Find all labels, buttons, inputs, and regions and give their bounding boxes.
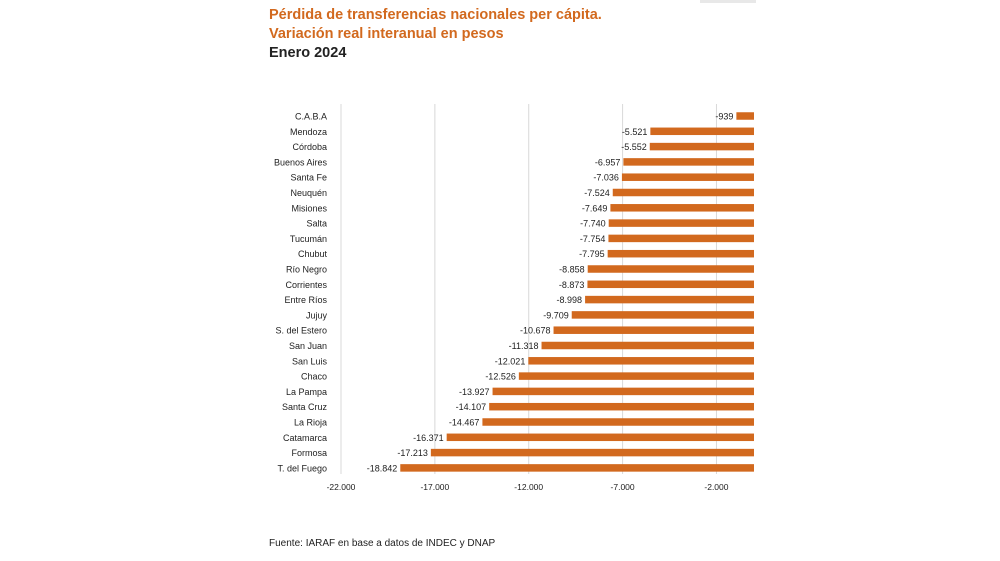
value-label: -16.371	[413, 433, 444, 443]
value-label: -12.526	[485, 372, 516, 382]
x-tick-label: -2.000	[704, 482, 728, 492]
bar	[430, 448, 754, 457]
top-divider	[700, 0, 756, 3]
category-label: Chubut	[298, 249, 328, 259]
value-label: -17.213	[397, 448, 428, 458]
category-label: Buenos Aires	[274, 157, 328, 167]
value-label: -11.318	[509, 341, 539, 351]
category-label: Formosa	[291, 448, 327, 458]
category-label: Río Negro	[286, 265, 327, 275]
value-label: -7.524	[584, 188, 610, 198]
category-label: Santa Cruz	[282, 402, 328, 412]
bar	[612, 188, 754, 197]
value-label: -8.873	[559, 280, 585, 290]
bar	[585, 295, 754, 304]
value-label: -6.957	[595, 157, 621, 167]
bar	[528, 357, 754, 365]
value-label: -14.107	[456, 402, 487, 412]
bar	[736, 112, 754, 120]
category-label: Tucumán	[290, 234, 327, 244]
category-label: Chaco	[301, 372, 327, 382]
value-label: -7.649	[582, 203, 608, 213]
value-label: -18.842	[367, 463, 398, 473]
chart-period: Enero 2024	[269, 45, 347, 61]
bar	[571, 311, 754, 319]
bar	[553, 326, 754, 334]
category-label: S. del Estero	[275, 326, 327, 336]
bar	[650, 127, 754, 136]
category-label: C.A.B.A	[295, 112, 327, 122]
value-label: -13.927	[459, 387, 490, 397]
bar	[608, 219, 754, 227]
bar	[446, 433, 754, 442]
bar	[607, 249, 754, 258]
value-label: -14.467	[449, 418, 480, 428]
value-label: -10.678	[520, 326, 551, 336]
chart-header: Pérdida de transferencias nacionales per…	[269, 6, 602, 63]
bar	[608, 234, 754, 243]
value-label: -7.740	[580, 219, 606, 229]
value-label: -8.858	[559, 265, 585, 275]
bar	[489, 402, 754, 411]
value-label: -12.021	[495, 356, 526, 366]
x-tick-label: -17.000	[420, 482, 449, 492]
value-label: -939	[715, 112, 733, 122]
bar	[541, 341, 754, 350]
value-label: -7.795	[579, 249, 605, 259]
chart-title: Pérdida de transferencias nacionales per…	[269, 7, 602, 23]
category-label: Entre Ríos	[284, 295, 327, 305]
bar	[587, 265, 754, 273]
category-label: Catamarca	[283, 433, 327, 443]
category-label: Mendoza	[290, 127, 327, 137]
x-tick-label: -22.000	[327, 482, 356, 492]
bar	[587, 280, 754, 289]
category-label: Córdoba	[292, 142, 327, 152]
x-tick-label: -7.000	[611, 482, 635, 492]
category-label: Misiones	[291, 203, 327, 213]
bar	[649, 142, 754, 151]
bar	[610, 204, 754, 212]
bar	[518, 372, 754, 380]
value-label: -7.754	[580, 234, 606, 244]
bar	[623, 158, 754, 166]
value-label: -7.036	[593, 173, 619, 183]
bar	[621, 173, 754, 181]
category-label: Salta	[306, 219, 327, 229]
category-label: T. del Fuego	[277, 463, 327, 473]
category-label: Jujuy	[306, 310, 328, 320]
value-label: -9.709	[543, 310, 569, 320]
bar	[400, 464, 754, 472]
x-tick-label: -12.000	[514, 482, 543, 492]
source-note: Fuente: IARAF en base a datos de INDEC y…	[269, 538, 496, 549]
bar	[492, 387, 754, 396]
category-label: Neuquén	[290, 188, 327, 198]
category-label: Corrientes	[285, 280, 327, 290]
chart-subtitle: Variación real interanual en pesos	[269, 26, 504, 42]
value-label: -5.552	[621, 142, 647, 152]
value-label: -5.521	[622, 127, 648, 137]
bar	[482, 418, 754, 426]
category-label: San Juan	[289, 341, 327, 351]
value-label: -8.998	[557, 295, 583, 305]
category-label: San Luis	[292, 356, 328, 366]
category-label: La Pampa	[286, 387, 327, 397]
category-label: La Rioja	[294, 418, 327, 428]
category-label: Santa Fe	[290, 173, 327, 183]
